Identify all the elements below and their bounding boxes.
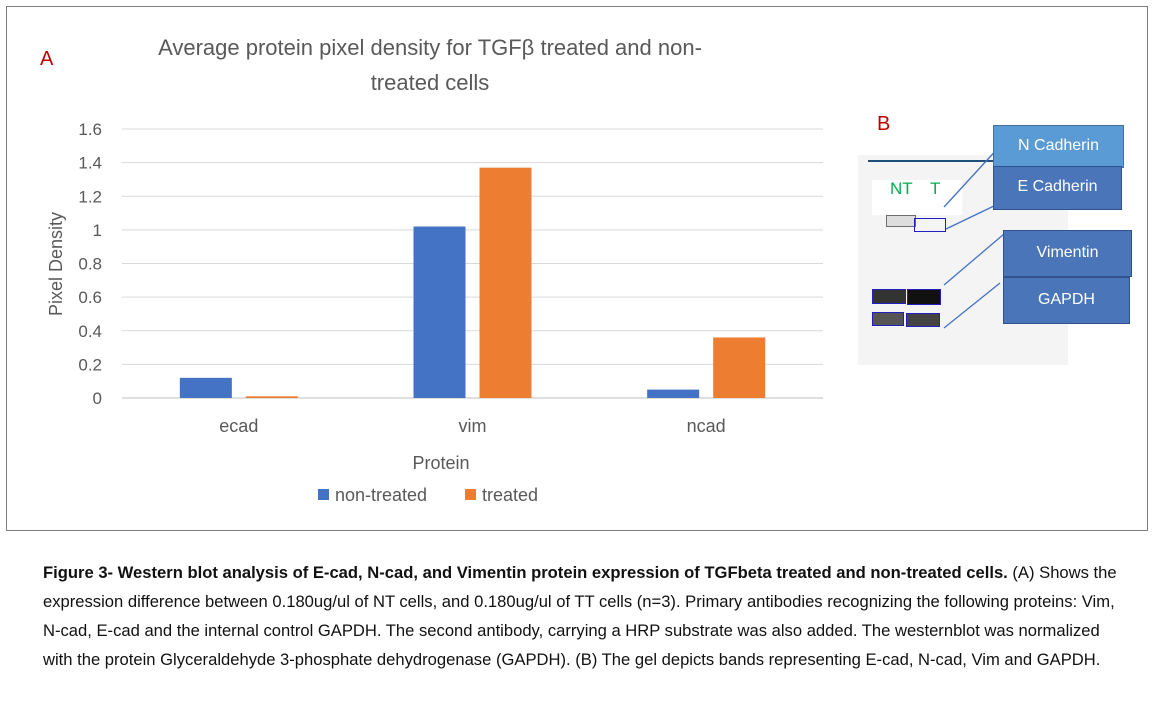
band-gapdh-t xyxy=(906,313,940,327)
band-ecad-t xyxy=(914,218,946,232)
panel-b-letter: B xyxy=(877,113,891,135)
band-gapdh-nt xyxy=(872,312,904,326)
bar-vim-non-treated xyxy=(413,226,466,398)
blot-connector-lines xyxy=(943,145,1005,329)
band-ecad-nt xyxy=(886,215,916,227)
y-tick-label: 1 xyxy=(93,221,102,240)
lane-label-area xyxy=(872,180,962,215)
bar-ncad-non-treated xyxy=(647,389,700,398)
bar-ecad-non-treated xyxy=(179,377,232,398)
label-vimentin: Vimentin xyxy=(1003,230,1132,277)
x-axis-ticks: ecad vim ncad xyxy=(219,416,725,436)
chart-title-line1: Average protein pixel density for TGFβ t… xyxy=(158,35,702,60)
legend-label: non-treated xyxy=(335,485,427,505)
x-tick-label: ncad xyxy=(687,416,726,436)
y-tick-label: 1.2 xyxy=(78,187,102,206)
caption-body: (A) Shows the expression difference betw… xyxy=(43,563,1117,669)
legend-swatch xyxy=(465,489,476,500)
lane-label-nt: NT xyxy=(890,179,913,198)
gridlines xyxy=(122,128,823,399)
legend-swatch xyxy=(318,489,329,500)
bar-ecad-treated xyxy=(245,396,298,398)
y-axis-label: Pixel Density xyxy=(46,212,66,316)
gel-top-line xyxy=(868,160,1068,162)
label-e-cadherin: E Cadherin xyxy=(993,166,1122,210)
bar-ncad-treated xyxy=(713,337,766,398)
y-tick-label: 1.6 xyxy=(78,120,102,139)
x-axis-label: Protein xyxy=(412,453,469,473)
y-axis-ticks: 0 0.2 0.4 0.6 0.8 1 1.2 1.4 1.6 xyxy=(78,120,102,408)
caption-bold: Figure 3- Western blot analysis of E-cad… xyxy=(43,563,1008,582)
bar-vim-treated xyxy=(479,167,532,398)
connector-vimentin xyxy=(943,233,1005,286)
x-tick-label: ecad xyxy=(219,416,258,436)
panel-a-letter: A xyxy=(40,48,54,70)
bar-chart: Average protein pixel density for TGFβ t… xyxy=(46,35,823,505)
figure-caption: Figure 3- Western blot analysis of E-cad… xyxy=(43,558,1133,674)
y-tick-label: 0.2 xyxy=(78,355,102,374)
bars xyxy=(179,167,766,398)
label-gapdh: GAPDH xyxy=(1003,277,1130,324)
label-n-cadherin: N Cadherin xyxy=(993,125,1124,168)
y-tick-label: 0.4 xyxy=(78,322,102,341)
band-vim-t xyxy=(907,289,941,305)
chart-title-line2: treated cells xyxy=(371,70,490,95)
connector-ncad xyxy=(943,145,1001,208)
legend: non-treated treated xyxy=(318,485,538,505)
y-tick-label: 0.6 xyxy=(78,288,102,307)
x-tick-label: vim xyxy=(459,416,487,436)
connector-gapdh xyxy=(943,282,1001,329)
lane-label-t: T xyxy=(930,179,941,198)
y-tick-label: 0.8 xyxy=(78,255,102,274)
y-tick-label: 0 xyxy=(93,389,102,408)
legend-label: treated xyxy=(482,485,538,505)
band-vim-nt xyxy=(872,289,906,304)
connector-ecad xyxy=(945,204,997,230)
y-tick-label: 1.4 xyxy=(78,154,102,173)
